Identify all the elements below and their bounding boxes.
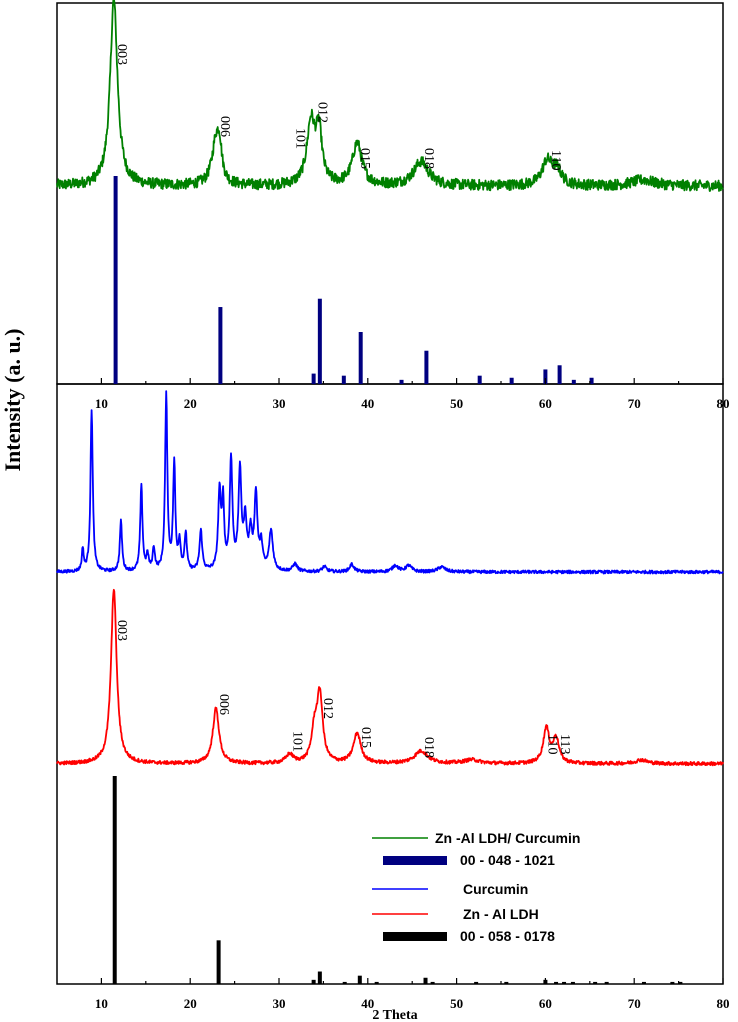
peak-label-top-2: 101 — [292, 128, 307, 149]
reference-line-bottom-12 — [554, 981, 559, 984]
x-tick-label-mid-20: 20 — [184, 396, 197, 411]
peak-labels: 003 006 101 012 015 018 110 003 006 101 012 015 018 1… — [114, 44, 572, 758]
peak-label-bottom-3: 012 — [320, 698, 335, 719]
peak-label-bottom-6: 110 — [545, 734, 560, 754]
reference-line-bottom-16 — [604, 981, 609, 984]
reference-line-top-5 — [358, 332, 363, 384]
x-tick-label-bottom-70: 70 — [628, 996, 641, 1011]
peak-label-top-6: 110 — [548, 150, 563, 170]
x-tick-label-bottom-80: 80 — [717, 996, 730, 1011]
bottom-panel-frame — [56, 383, 724, 985]
peak-label-bottom-1: 006 — [216, 694, 231, 715]
reference-patterns — [112, 176, 683, 984]
reference-line-bottom-19 — [678, 981, 683, 984]
diffraction-curves — [56, 0, 724, 767]
x-tick-label-bottom-10: 10 — [95, 996, 108, 1011]
peak-label-top-3: 012 — [315, 102, 330, 123]
x-tick-label-mid-80: 80 — [717, 396, 730, 411]
reference-line-top-11 — [557, 365, 562, 384]
x-tick-label-mid-60: 60 — [539, 396, 552, 411]
reference-line-bottom-9 — [474, 981, 479, 984]
reference-line-top-7 — [424, 350, 429, 384]
x-tick-label-mid-10: 10 — [95, 396, 108, 411]
legend-label-4: 00 - 058 - 0178 — [460, 928, 555, 944]
reference-line-top-9 — [509, 377, 514, 384]
reference-line-bottom-0 — [112, 776, 117, 984]
reference-line-bottom-4 — [342, 981, 347, 984]
series-line-zn-al-ldh-curcumin — [56, 0, 724, 192]
reference-line-top-0 — [113, 176, 118, 384]
x-tick-label-mid-40: 40 — [361, 396, 374, 411]
legend-swatch-4 — [383, 932, 447, 941]
x-axis-label: 2 Theta — [372, 1008, 417, 1022]
legend-label-1: 00 - 048 - 1021 — [460, 852, 555, 868]
reference-line-top-10 — [543, 369, 548, 384]
peak-label-bottom-2: 101 — [290, 731, 305, 752]
x-tick-label-mid-70: 70 — [628, 396, 641, 411]
legend-label-3: Zn - Al LDH — [463, 906, 539, 922]
x-tick-label-mid-30: 30 — [273, 396, 286, 411]
series-line-zn-al-ldh — [56, 588, 724, 767]
x-tick-label-bottom-40: 40 — [361, 996, 374, 1011]
peak-label-top-5: 018 — [421, 148, 436, 169]
reference-line-bottom-5 — [357, 975, 362, 984]
reference-line-top-8 — [477, 375, 482, 384]
series-line-curcumin — [56, 390, 724, 575]
reference-line-top-2 — [311, 373, 316, 384]
peak-label-top-4: 015 — [357, 148, 372, 169]
reference-line-top-3 — [317, 298, 322, 384]
reference-line-bottom-18 — [670, 981, 675, 984]
peak-label-bottom-4: 015 — [358, 727, 373, 748]
legend: Zn -Al LDH/ Curcumin 00 - 048 - 1021 Curcu… — [372, 830, 580, 944]
axis-ticks: 10 20 30 40 50 60 70 80 10 20 30 40 50 60 70 80 — [95, 378, 730, 1011]
x-tick-label-bottom-50: 50 — [450, 996, 463, 1011]
reference-line-top-1 — [218, 307, 223, 384]
bottom-frame-rect — [56, 383, 724, 985]
reference-line-bottom-3 — [317, 971, 322, 984]
reference-line-bottom-15 — [593, 981, 598, 984]
y-axis-label: Intensity (a. u.) — [0, 328, 25, 471]
reference-line-top-13 — [589, 377, 594, 384]
reference-line-bottom-13 — [562, 981, 567, 984]
peak-label-top-0: 003 — [114, 44, 129, 65]
peak-label-bottom-7: 113 — [557, 734, 572, 754]
peak-label-top-1: 006 — [217, 116, 232, 137]
peak-label-bottom-0: 003 — [114, 620, 129, 641]
reference-line-bottom-8 — [430, 981, 435, 984]
reference-line-top-12 — [571, 379, 576, 384]
reference-line-bottom-10 — [504, 981, 509, 984]
peak-label-bottom-5: 018 — [421, 737, 436, 758]
reference-line-bottom-17 — [641, 981, 646, 984]
x-tick-label-bottom-60: 60 — [539, 996, 552, 1011]
legend-label-0: Zn -Al LDH/ Curcumin — [435, 830, 580, 846]
reference-line-bottom-2 — [311, 979, 316, 984]
reference-line-bottom-14 — [570, 981, 575, 984]
legend-label-2: Curcumin — [463, 881, 528, 897]
reference-line-bottom-1 — [216, 940, 221, 984]
legend-swatch-1 — [383, 856, 447, 865]
reference-line-bottom-6 — [374, 981, 379, 984]
reference-line-top-6 — [399, 379, 404, 384]
x-tick-label-mid-50: 50 — [450, 396, 463, 411]
x-tick-label-bottom-20: 20 — [184, 996, 197, 1011]
x-tick-label-bottom-30: 30 — [273, 996, 286, 1011]
reference-line-top-4 — [341, 375, 346, 384]
reference-line-bottom-7 — [423, 977, 428, 984]
